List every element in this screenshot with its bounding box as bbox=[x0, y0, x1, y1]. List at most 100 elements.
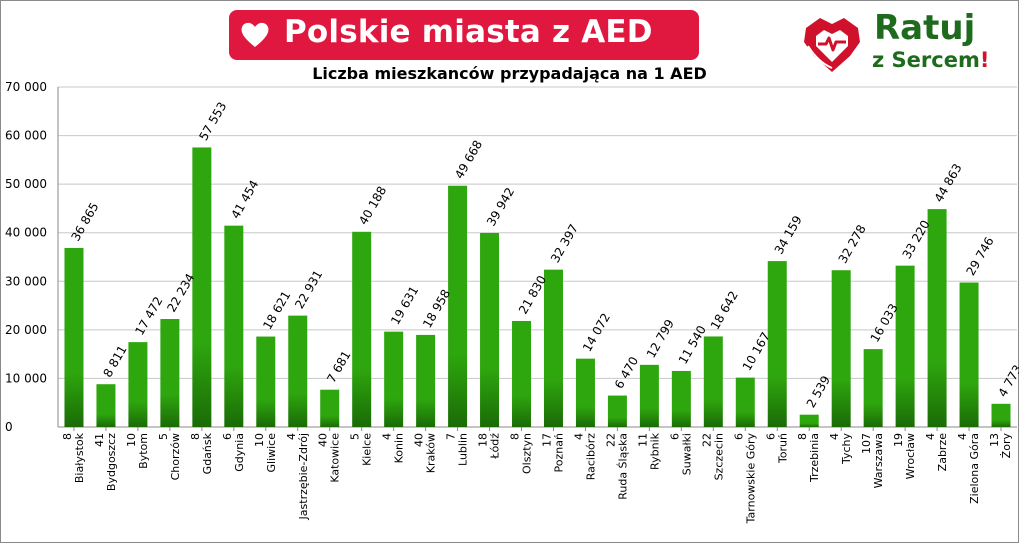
x-tick-label: 10 Bytom bbox=[125, 433, 150, 469]
bar bbox=[64, 247, 84, 427]
x-tick-label: 41 Bydgoszcz bbox=[93, 433, 118, 491]
y-tick-label: 20 000 bbox=[5, 323, 47, 337]
city-label: Racibórz bbox=[584, 433, 597, 480]
x-tick-label: 4 Jastrzębie-Zdrój bbox=[285, 433, 310, 520]
x-tick-label: 19 Wrocław bbox=[892, 433, 917, 479]
city-label: Gliwice bbox=[265, 433, 278, 473]
bar bbox=[991, 403, 1011, 427]
y-tick-label: 50 000 bbox=[5, 177, 47, 191]
logo-word-z-sercem: z Sercem! bbox=[872, 48, 989, 72]
bars bbox=[64, 147, 1011, 428]
city-label: Zabrze bbox=[936, 433, 949, 472]
bar bbox=[416, 334, 436, 427]
bar bbox=[192, 147, 212, 428]
bar bbox=[863, 349, 883, 427]
bar bbox=[384, 331, 404, 427]
city-label: Konin bbox=[393, 433, 406, 463]
x-tick-label: 11 Rybnik bbox=[636, 432, 661, 470]
data-label: 19 631 bbox=[388, 284, 421, 327]
data-label: 34 159 bbox=[772, 213, 805, 256]
data-label: 12 799 bbox=[644, 317, 677, 360]
x-tick-label: 4 Tychy bbox=[828, 433, 853, 466]
x-tick-label: 6 Toruń bbox=[764, 433, 789, 464]
x-tick-label: 4 Racibórz bbox=[572, 433, 597, 480]
aed-count-label: 4 bbox=[828, 433, 841, 440]
ratuj-z-sercem-logo: Ratuj z Sercem! bbox=[800, 8, 1015, 74]
city-label: Zielona Góra bbox=[968, 433, 981, 504]
x-tick-label: 5 Kielce bbox=[349, 433, 374, 466]
aed-count-label: 4 bbox=[956, 433, 969, 440]
city-label: Tychy bbox=[840, 433, 853, 466]
data-label: 4 773 bbox=[995, 363, 1019, 400]
aed-count-label: 18 bbox=[477, 433, 490, 447]
data-label: 36 865 bbox=[68, 200, 101, 243]
city-label: Suwałki bbox=[680, 433, 693, 475]
x-tick-label: 7 Lublin bbox=[445, 433, 470, 466]
city-label: Białystok bbox=[73, 432, 86, 483]
city-label: Warszawa bbox=[872, 433, 885, 488]
aed-count-label: 8 bbox=[509, 433, 522, 440]
y-tick-label: 40 000 bbox=[5, 226, 47, 240]
bar bbox=[959, 282, 979, 427]
city-label: Poznań bbox=[552, 433, 565, 472]
aed-count-label: 19 bbox=[892, 433, 905, 447]
x-tick-label: 8 Gdańsk bbox=[189, 432, 214, 474]
city-label: Żory bbox=[1000, 433, 1013, 459]
x-tick-label: 22 Szczecin bbox=[700, 433, 725, 480]
bar bbox=[895, 265, 915, 427]
heart-icon bbox=[241, 22, 269, 47]
bar bbox=[480, 232, 500, 427]
bar bbox=[799, 414, 819, 427]
aed-count-label: 13 bbox=[988, 433, 1001, 447]
aed-count-label: 4 bbox=[572, 433, 585, 440]
y-tick-label: 70 000 bbox=[5, 80, 47, 94]
x-tick-label: 6 Tarnowskie Góry bbox=[732, 433, 757, 525]
data-label: 44 863 bbox=[932, 161, 965, 204]
heart-lifeline-icon bbox=[804, 18, 860, 72]
data-label: 40 188 bbox=[356, 184, 389, 227]
x-tick-label: 13 Żory bbox=[988, 433, 1013, 459]
y-tick-label: 30 000 bbox=[5, 274, 47, 288]
city-label: Kielce bbox=[361, 433, 374, 466]
aed-count-label: 8 bbox=[61, 433, 74, 440]
city-label: Katowice bbox=[329, 433, 342, 483]
bar bbox=[927, 209, 947, 427]
aed-count-label: 8 bbox=[796, 433, 809, 440]
city-label: Rybnik bbox=[648, 432, 661, 470]
logo-word-ratuj: Ratuj bbox=[874, 8, 976, 48]
city-label: Szczecin bbox=[712, 433, 725, 480]
bar bbox=[128, 342, 148, 427]
aed-count-label: 40 bbox=[317, 433, 330, 447]
bar bbox=[703, 336, 723, 427]
aed-count-label: 8 bbox=[189, 433, 202, 440]
bar bbox=[767, 261, 787, 427]
aed-count-label: 5 bbox=[157, 433, 170, 440]
bar bbox=[320, 389, 340, 427]
title-banner: Polskie miasta z AED bbox=[229, 10, 699, 60]
bar bbox=[575, 358, 595, 427]
x-tick-label: 5 Chorzów bbox=[157, 433, 182, 480]
aed-count-label: 5 bbox=[349, 433, 362, 440]
bar bbox=[448, 185, 468, 427]
bar bbox=[607, 395, 627, 427]
logo-word-z-sercem-text: z Sercem bbox=[872, 48, 980, 72]
x-tick-label: 6 Gdynia bbox=[221, 433, 246, 472]
aed-count-label: 11 bbox=[636, 433, 649, 447]
aed-count-label: 10 bbox=[125, 433, 138, 447]
city-label: Ruda Śląska bbox=[616, 433, 629, 500]
city-label: Tarnowskie Góry bbox=[744, 433, 757, 525]
bar bbox=[224, 225, 244, 427]
x-tick-label: 10 Gliwice bbox=[253, 433, 278, 473]
data-label: 49 668 bbox=[452, 138, 485, 181]
x-tick-label: 8 Trzebinia bbox=[796, 433, 821, 483]
bar bbox=[671, 370, 691, 427]
data-label: 29 746 bbox=[964, 235, 997, 278]
x-tick-label: 40 Katowice bbox=[317, 433, 342, 483]
aed-count-label: 10 bbox=[253, 433, 266, 447]
city-label: Olsztyn bbox=[521, 433, 534, 474]
y-tick-label: 60 000 bbox=[5, 129, 47, 143]
city-label: Wrocław bbox=[904, 433, 917, 479]
bar bbox=[831, 270, 851, 427]
city-label: Chorzów bbox=[169, 433, 182, 480]
chart-title: Liczba mieszkanców przypadająca na 1 AED bbox=[312, 64, 707, 83]
